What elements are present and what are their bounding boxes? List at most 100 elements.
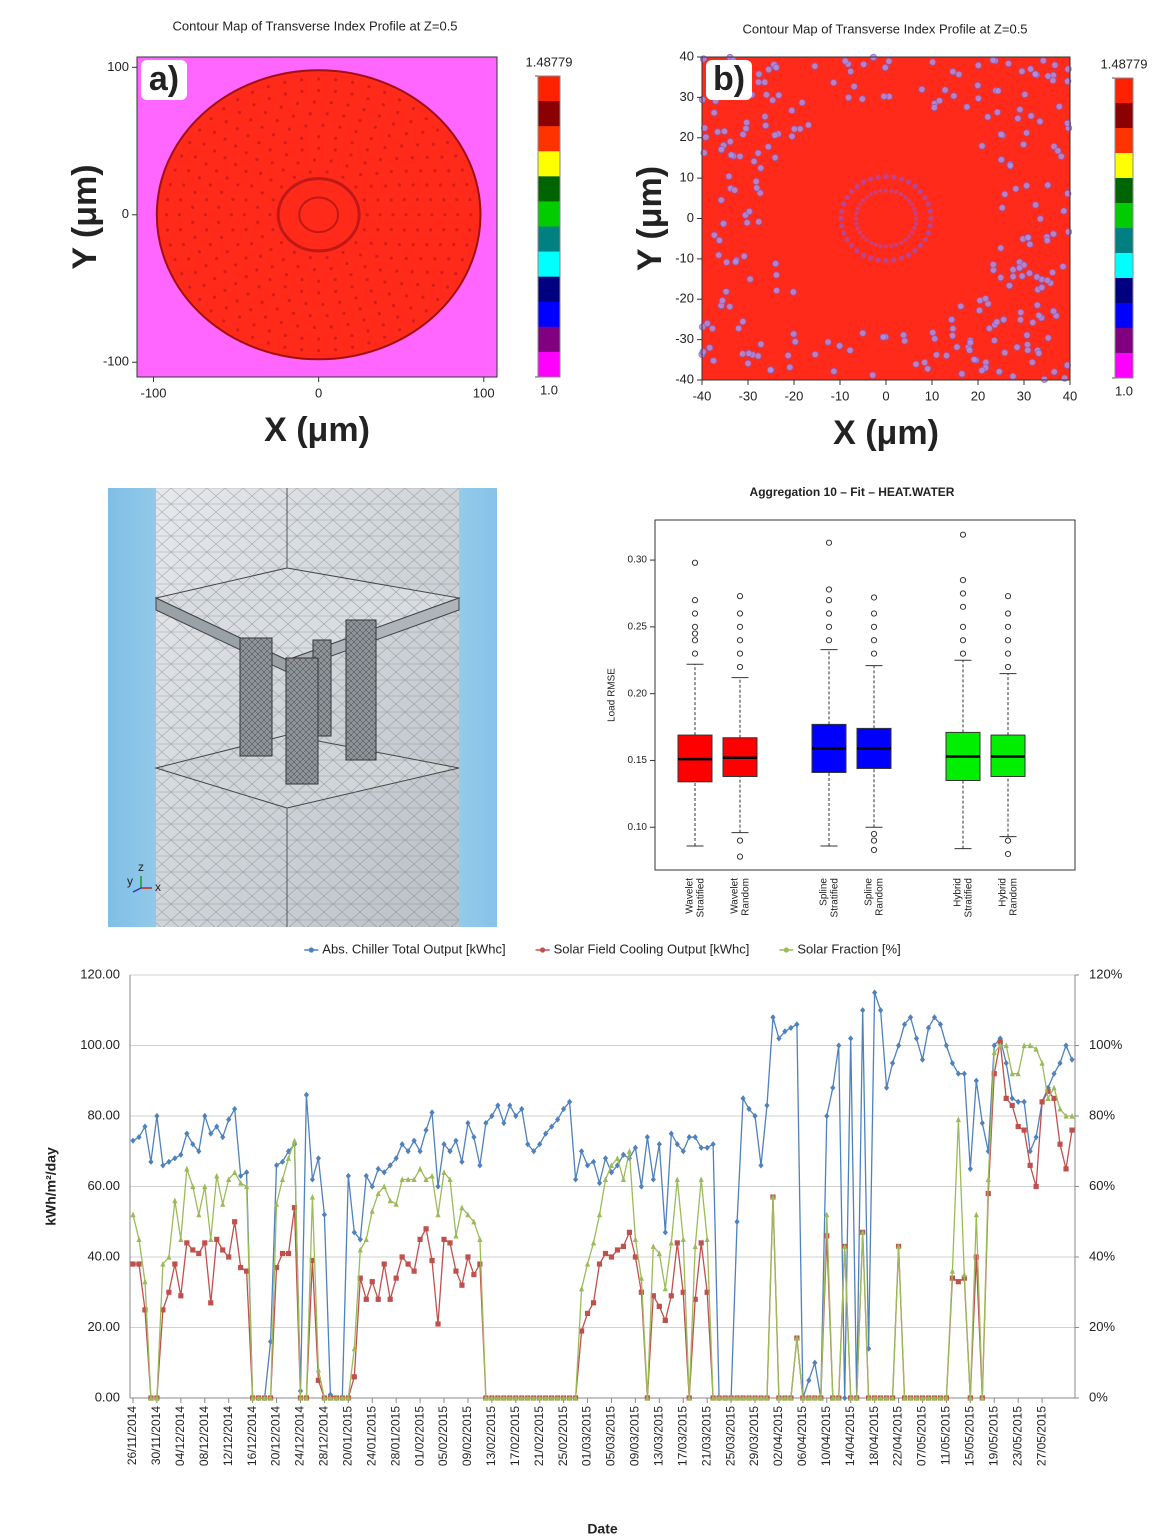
fiber-hole <box>208 243 212 247</box>
fiber-hole <box>452 183 456 187</box>
marker <box>531 1394 537 1401</box>
core-hole <box>875 174 881 180</box>
fiber-hole <box>165 197 170 202</box>
marker <box>411 1137 417 1144</box>
x-tick-label: Random <box>1009 878 1020 916</box>
fiber-hole <box>304 124 308 128</box>
marker <box>602 1250 609 1257</box>
marker <box>1003 1060 1009 1067</box>
fiber-hole <box>389 256 393 260</box>
x-tick-label: 09/03/2015 <box>628 1406 642 1466</box>
fiber-hole <box>362 107 366 112</box>
core-hole <box>912 206 917 211</box>
x-tick-label: 0 <box>315 385 322 400</box>
fiber-hole <box>469 213 473 217</box>
fiber-hole <box>317 291 321 295</box>
fiber-hole <box>317 337 321 341</box>
x-tick-label: 30/11/2014 <box>149 1406 163 1465</box>
marker <box>1033 1045 1039 1052</box>
air-hole <box>993 108 1001 116</box>
fiber-hole <box>404 213 408 217</box>
core-hole <box>838 215 844 222</box>
fiber-hole <box>263 110 268 115</box>
marker <box>806 1394 812 1401</box>
marker <box>650 1243 656 1250</box>
fiber-hole <box>334 78 338 82</box>
core-hole <box>917 242 924 249</box>
fiber-hole <box>404 169 408 173</box>
air-hole <box>709 357 718 365</box>
core-hole <box>860 252 867 258</box>
core-hole <box>883 173 889 180</box>
fiber-hole <box>416 143 420 147</box>
core-hole <box>848 242 855 249</box>
fiber-hole <box>383 280 387 284</box>
marker <box>208 1236 214 1242</box>
outlier <box>736 623 744 630</box>
colorbar-segment <box>538 101 560 127</box>
fiber-hole <box>362 198 366 202</box>
marker <box>537 1141 543 1148</box>
fiber-hole <box>249 308 253 312</box>
fiber-hole <box>435 128 440 132</box>
marker <box>291 1205 298 1211</box>
marker <box>776 1035 782 1042</box>
air-hole <box>957 302 965 310</box>
air-hole <box>706 344 714 352</box>
fiber-hole <box>193 190 197 194</box>
x-tick-label: 01/03/2015 <box>580 1406 594 1466</box>
marker <box>848 1394 854 1401</box>
outlier <box>691 650 699 657</box>
fiber-hole <box>217 205 221 209</box>
marker <box>746 1394 752 1401</box>
pillars <box>239 619 377 785</box>
fiber-hole <box>258 171 263 175</box>
fiber-hole <box>188 140 192 145</box>
air-hole <box>789 288 797 296</box>
y-tick-label: 100 <box>107 59 129 74</box>
marker <box>214 1236 220 1242</box>
air-hole <box>1031 70 1039 78</box>
fiber-hole <box>317 77 321 81</box>
marker <box>895 1243 902 1250</box>
fiber-hole <box>164 213 169 217</box>
fiber-hole <box>438 183 442 187</box>
fiber-hole <box>384 242 388 246</box>
air-hole <box>1000 316 1008 324</box>
colorbar-segment <box>1115 78 1133 104</box>
x-tick-label: 07/05/2015 <box>915 1406 929 1466</box>
legend-item: Solar Field Cooling Output [kWhc] <box>535 941 749 956</box>
fiber-hole <box>198 128 202 132</box>
marker <box>142 1123 148 1130</box>
x-tick-label: 17/03/2015 <box>675 1406 689 1466</box>
air-hole <box>963 103 971 111</box>
fiber-hole <box>391 122 396 126</box>
outlier <box>1004 663 1012 671</box>
marker <box>854 1394 860 1401</box>
marker <box>620 1151 627 1158</box>
colorbar-segment <box>1115 103 1133 129</box>
marker <box>160 1260 166 1267</box>
marker <box>202 1112 208 1120</box>
fiber-hole <box>333 277 337 282</box>
marker <box>184 1240 190 1246</box>
fiber-hole <box>244 227 248 232</box>
marker <box>567 1098 573 1105</box>
fiber-hole <box>300 89 304 94</box>
marker <box>668 1130 674 1137</box>
outlier <box>691 623 699 630</box>
air-hole <box>755 70 763 78</box>
fiber-hole <box>193 155 198 159</box>
air-hole <box>830 78 838 87</box>
air-hole <box>994 87 1002 95</box>
marker <box>453 1232 459 1239</box>
marker <box>955 1070 961 1077</box>
marker <box>907 1394 914 1401</box>
fiber-hole <box>270 161 274 165</box>
air-hole <box>717 196 725 204</box>
marker <box>752 1394 758 1401</box>
core-hole <box>858 230 863 235</box>
y-tick-label: 0.25 <box>628 622 648 633</box>
outlier <box>1004 837 1012 844</box>
